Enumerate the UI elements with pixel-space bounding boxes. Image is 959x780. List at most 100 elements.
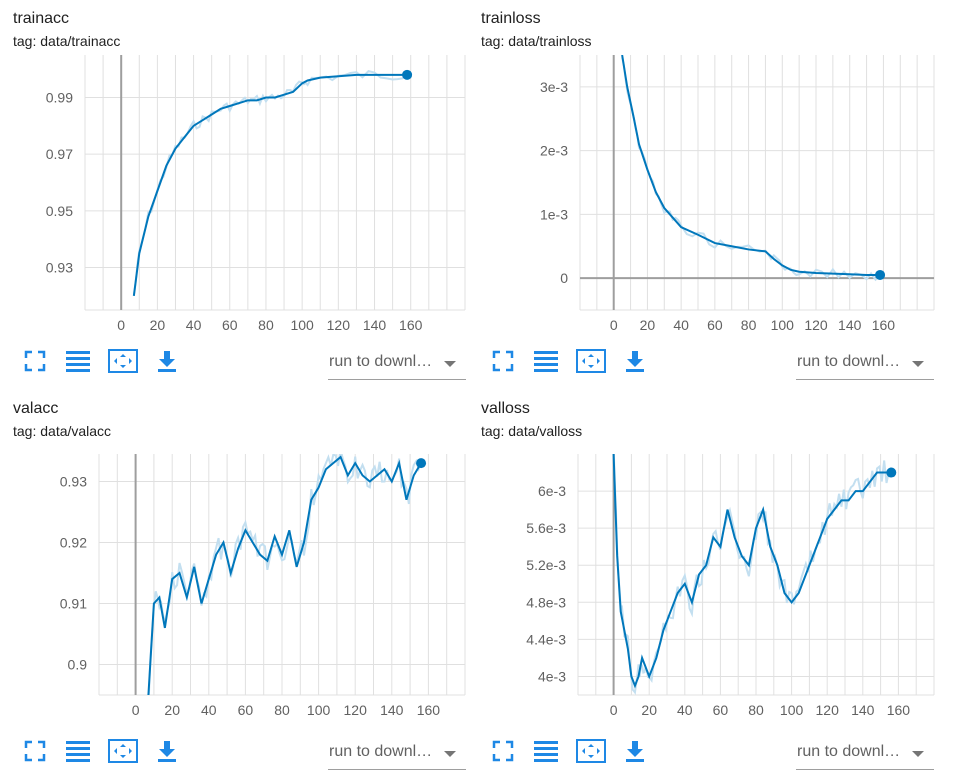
series-line[interactable]: [132, 73, 408, 296]
x-tick-label: 40: [201, 702, 217, 718]
series-last-point[interactable]: [886, 467, 897, 478]
chart-card-trainloss: trainloss tag: data/trainloss 0 20 40 60 80 1…: [468, 0, 938, 385]
y-tick-label: 4.4e-3: [526, 631, 566, 647]
chart-plot[interactable]: 0 20 40 60 80 100 120 140 160 0.9 0.91 0.92 0.93: [0, 445, 470, 735]
download-run-select[interactable]: run to downl…: [328, 741, 466, 770]
toggle-log-scale-icon[interactable]: [65, 348, 91, 374]
toggle-log-scale-icon[interactable]: [533, 738, 559, 764]
series-line[interactable]: [621, 55, 881, 276]
fit-domain-icon[interactable]: [108, 348, 138, 374]
chart-tag: tag: data/trainacc: [13, 33, 121, 49]
x-tick-label: 40: [673, 317, 689, 333]
y-tick-label: 0.99: [46, 90, 73, 106]
fullscreen-icon[interactable]: [22, 738, 48, 764]
x-tick-label: 0: [132, 702, 140, 718]
fullscreen-icon[interactable]: [490, 738, 516, 764]
download-run-select-label: run to downl…: [797, 743, 901, 760]
x-tick-label: 80: [748, 702, 764, 718]
dropdown-arrow-icon: [912, 751, 924, 757]
series-raw-line: [612, 454, 892, 695]
chart-toolbar: run to downl…: [468, 733, 938, 773]
download-icon[interactable]: [622, 738, 648, 764]
x-tick-label: 0: [610, 317, 618, 333]
x-tick-label: 0: [610, 702, 618, 718]
y-tick-label: 0.93: [46, 260, 73, 276]
chart-card-trainacc: trainacc tag: data/trainacc 0 20 40 60 80 100…: [0, 0, 470, 385]
chart-plot[interactable]: 0 20 40 60 80 100 120 140 160 0 1e-3 2e-3 3e-3: [468, 55, 938, 345]
fit-domain-icon[interactable]: [576, 738, 606, 764]
y-tick-label: 0: [560, 270, 568, 286]
x-tick-label: 160: [872, 317, 896, 333]
x-tick-label: 140: [838, 317, 862, 333]
series-last-point[interactable]: [875, 269, 886, 280]
x-tick-label: 20: [164, 702, 180, 718]
series-raw-line: [621, 57, 881, 282]
fit-domain-icon[interactable]: [108, 738, 138, 764]
y-tick-label: 4.8e-3: [526, 594, 566, 610]
download-run-select-label: run to downl…: [797, 353, 901, 370]
series-line[interactable]: [147, 455, 422, 695]
x-tick-label: 0: [117, 317, 125, 333]
series-line[interactable]: [612, 454, 892, 689]
chart-toolbar: run to downl…: [0, 343, 470, 383]
dropdown-arrow-icon: [444, 361, 456, 367]
download-run-select-label: run to downl…: [329, 743, 433, 760]
fullscreen-icon[interactable]: [490, 348, 516, 374]
x-tick-label: 140: [363, 317, 387, 333]
y-tick-label: 5.2e-3: [526, 557, 566, 573]
x-tick-label: 40: [186, 317, 202, 333]
y-tick-label: 4e-3: [538, 668, 566, 684]
x-tick-label: 100: [780, 702, 804, 718]
download-run-select[interactable]: run to downl…: [328, 351, 466, 380]
chart-title: trainloss: [481, 10, 541, 27]
x-tick-label: 140: [380, 702, 404, 718]
x-tick-label: 140: [851, 702, 875, 718]
download-icon[interactable]: [154, 738, 180, 764]
download-icon[interactable]: [622, 348, 648, 374]
chart-tag: tag: data/trainloss: [481, 33, 592, 49]
y-tick-label: 3e-3: [540, 79, 568, 95]
toggle-log-scale-icon[interactable]: [533, 348, 559, 374]
download-run-select[interactable]: run to downl…: [796, 351, 934, 380]
fit-domain-icon[interactable]: [576, 348, 606, 374]
y-tick-label: 0.95: [46, 203, 73, 219]
chart-tag: tag: data/valloss: [481, 423, 583, 439]
toggle-log-scale-icon[interactable]: [65, 738, 91, 764]
x-tick-label: 100: [290, 317, 314, 333]
chart-toolbar: run to downl…: [468, 343, 938, 383]
x-tick-label: 120: [327, 317, 351, 333]
x-tick-label: 60: [713, 702, 729, 718]
x-tick-label: 20: [150, 317, 166, 333]
x-tick-label: 120: [816, 702, 840, 718]
y-tick-label: 0.9: [68, 656, 88, 672]
download-run-select-label: run to downl…: [329, 353, 433, 370]
y-tick-label: 0.93: [60, 473, 87, 489]
x-tick-label: 80: [274, 702, 290, 718]
fullscreen-icon[interactable]: [22, 348, 48, 374]
chart-title: trainacc: [13, 10, 70, 27]
x-tick-label: 20: [641, 702, 657, 718]
series-last-point[interactable]: [416, 458, 427, 469]
x-tick-label: 60: [222, 317, 238, 333]
x-tick-label: 160: [417, 702, 441, 718]
chart-card-valloss: valloss tag: data/valloss 0 20 40 60 80 100 12…: [468, 390, 938, 775]
download-icon[interactable]: [154, 348, 180, 374]
chart-card-valacc: valacc tag: data/valacc 0 20 40 60 80 100 120 1…: [0, 390, 470, 775]
y-tick-label: 1e-3: [540, 206, 568, 222]
x-tick-label: 20: [640, 317, 656, 333]
x-tick-label: 80: [741, 317, 757, 333]
x-tick-label: 40: [677, 702, 693, 718]
chart-title: valacc: [13, 400, 59, 417]
download-run-select[interactable]: run to downl…: [796, 741, 934, 770]
x-tick-label: 100: [307, 702, 331, 718]
x-tick-label: 80: [258, 317, 274, 333]
y-tick-label: 0.92: [60, 534, 87, 550]
chart-plot[interactable]: 0 20 40 60 80 100 120 140 160 0.93 0.95 0.97 0.99: [0, 55, 470, 345]
dropdown-arrow-icon: [912, 361, 924, 367]
chart-toolbar: run to downl…: [0, 733, 470, 773]
chart-tag: tag: data/valacc: [13, 423, 112, 439]
y-tick-label: 0.91: [60, 595, 87, 611]
series-last-point[interactable]: [402, 69, 413, 80]
x-tick-label: 60: [238, 702, 254, 718]
chart-plot[interactable]: 0 20 40 60 80 100 120 140 160 4e-3 4.4e-3 4.8e-3 5.2…: [468, 445, 938, 735]
